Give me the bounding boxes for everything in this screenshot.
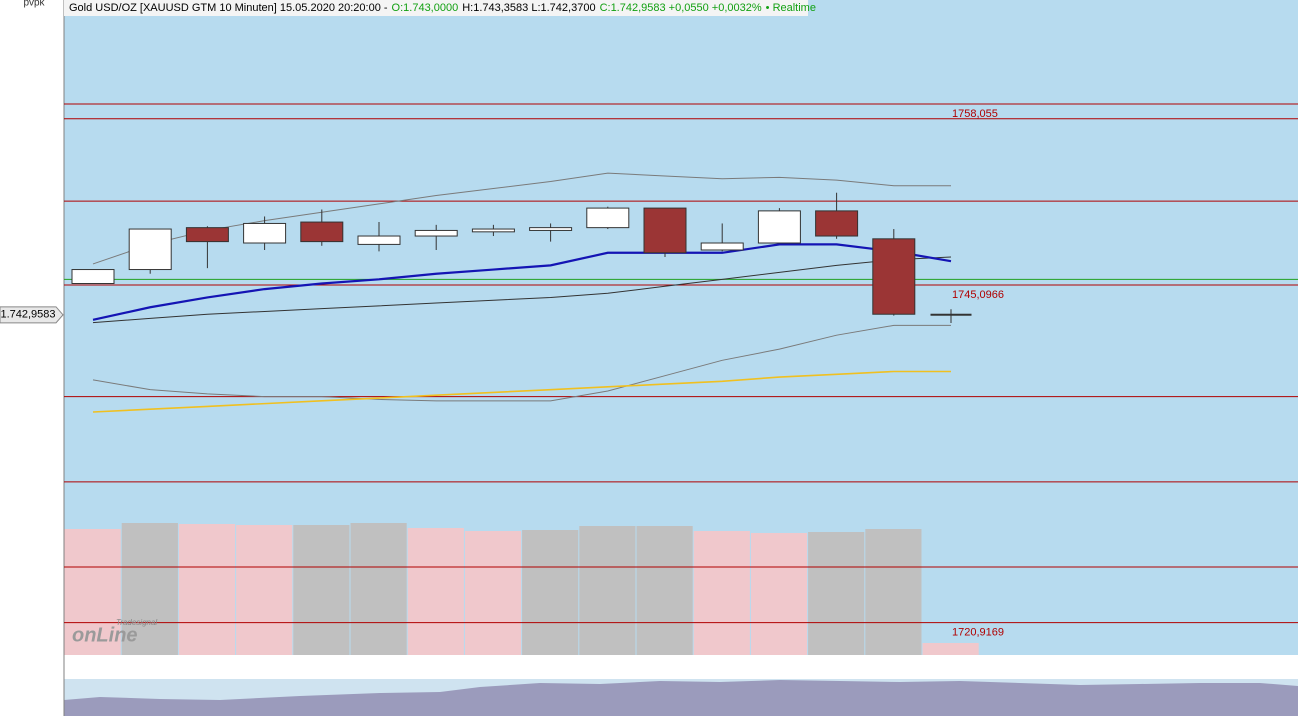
candle-body [128,228,172,271]
candle-body [529,227,573,231]
indicator-line [92,370,951,413]
candle-body [357,235,401,245]
header-close: C:1.742,9583 +0,0550 +0,0032% [600,2,762,14]
axis-corner-label: pvpk [23,0,45,9]
last-price-tag [0,306,64,324]
y-axis-panel [0,0,64,716]
candle-body [700,242,744,251]
header-open: O:1.743,0000 [392,2,459,14]
volume-bar [293,525,350,655]
logo-small: Tradesignal [116,618,157,627]
candle-body [872,238,916,315]
volume-bar [522,530,579,655]
volume-bar [693,531,750,655]
navigator-area [64,680,1298,716]
candle-body [185,227,229,243]
candle-body [757,210,801,244]
candle-body [815,210,859,237]
volume-bar [636,526,693,655]
volume-bar [579,526,636,655]
volume-bar [64,529,121,655]
candle-body [471,228,515,233]
header-instrument: Gold USD/OZ [XAUUSD GTM 10 Minuten] 15.0… [69,2,816,14]
volume-bar [750,533,808,655]
volume-bar [236,525,293,655]
candle-body [930,313,972,316]
candle-body [243,222,287,244]
header-high-low: H:1.743,3583 L:1.742,3700 [462,2,595,14]
volume-bar [350,523,407,655]
volume-bar [922,643,979,655]
candle-body [71,269,115,285]
x-axis-panel [64,655,1298,679]
volume-bar [121,523,178,655]
header-background [64,0,808,16]
candle-body [414,229,458,237]
volume-bar [464,531,522,655]
header-status: • Realtime [766,2,816,14]
candle-body [586,207,630,229]
volume-bar [407,528,464,655]
level-label: 1745,0966 [952,289,1004,301]
volume-bar [808,532,865,655]
candle-body [643,207,687,254]
header-text: Gold USD/OZ [XAUUSD GTM 10 Minuten] 15.0… [69,2,388,14]
indicator-line [92,243,952,321]
level-label: 1758,055 [952,108,998,120]
indicator-line [92,172,951,265]
level-label: 1720,9169 [952,627,1004,639]
volume-bar [178,524,236,655]
logo: onLine [72,624,138,646]
volume-bar [865,529,922,655]
last-price-label: 1.742,9583 [0,309,55,321]
candle-body [300,221,344,243]
indicator-line [92,324,951,402]
indicator-line [92,256,952,324]
